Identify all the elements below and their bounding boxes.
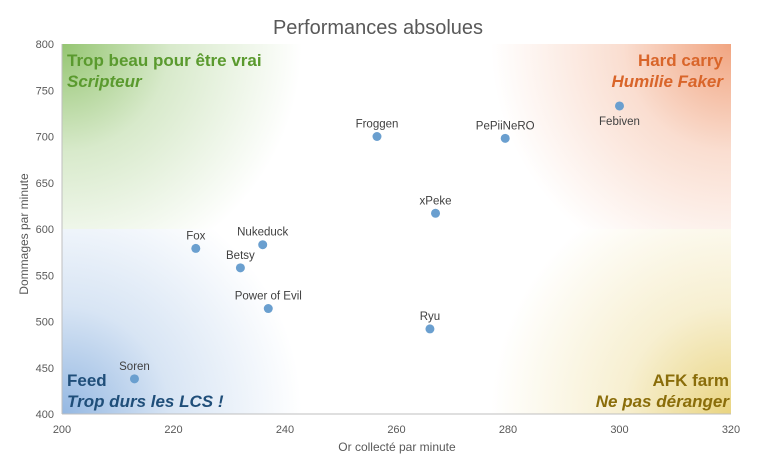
data-label: Soren	[119, 361, 150, 373]
data-point	[372, 132, 382, 141]
x-axis-title: Or collecté par minute	[338, 440, 456, 454]
y-axis-title: Dommages par minute	[17, 173, 31, 295]
data-label: Ryu	[420, 311, 440, 323]
y-tick-label: 450	[36, 363, 54, 375]
quadrant-backgrounds	[62, 44, 731, 414]
data-point	[615, 101, 624, 111]
x-tick-label: 300	[610, 424, 628, 436]
quadrant-title-bottom-left: Feed	[67, 371, 107, 390]
data-point	[235, 263, 245, 273]
quadrant-labels: Trop beau pour être vrai Scripteur Hard ca…	[67, 51, 730, 411]
data-point	[191, 243, 201, 253]
data-points: Froggen PePiiNeRO Febiven xPeke Fox Nukeduck B…	[119, 101, 640, 384]
x-tick-label: 260	[387, 424, 405, 436]
data-label: xPeke	[420, 195, 452, 207]
data-point	[129, 374, 139, 384]
quadrant-title-top-right: Hard carry	[638, 51, 724, 70]
data-label: Fox	[186, 230, 205, 242]
data-label: Froggen	[356, 119, 399, 131]
data-label: PePiiNeRO	[476, 120, 535, 132]
y-tick-label: 600	[36, 224, 54, 236]
quadrant-subtitle-top-left: Scripteur	[67, 72, 143, 91]
data-point	[500, 133, 510, 143]
data-point	[431, 208, 441, 218]
quadrant-glow-top-right	[396, 44, 731, 229]
data-point	[263, 304, 273, 314]
y-tick-label: 750	[36, 85, 54, 97]
y-tick-label: 700	[36, 132, 54, 144]
x-tick-label: 320	[722, 424, 740, 436]
data-label: Power of Evil	[235, 291, 302, 303]
x-tick-label: 240	[276, 424, 294, 436]
y-tick-label: 500	[36, 317, 54, 329]
quadrant-title-bottom-right: AFK farm	[652, 371, 729, 390]
quadrant-title-top-left: Trop beau pour être vrai	[67, 51, 262, 70]
quadrant-glow-top-left	[62, 44, 397, 229]
y-tick-label: 650	[36, 178, 54, 190]
quadrant-glow-bottom-left	[62, 229, 397, 414]
y-tick-label: 800	[36, 39, 54, 51]
quadrant-glow-bottom-right	[396, 229, 731, 414]
chart-title: Performances absolues	[273, 17, 483, 39]
data-label: Betsy	[226, 250, 255, 262]
x-tick-label: 280	[499, 424, 517, 436]
data-point	[425, 324, 435, 334]
axes: 200 220 240 260 280 300 320 400 450 500 550 600 650 7…	[36, 39, 741, 436]
y-tick-label: 400	[36, 409, 54, 421]
quadrant-subtitle-bottom-left: Trop durs les LCS !	[67, 392, 224, 411]
y-tick-label: 550	[36, 270, 54, 282]
quadrant-subtitle-top-right: Humilie Faker	[612, 72, 725, 91]
quadrant-subtitle-bottom-right: Ne pas déranger	[596, 392, 731, 411]
data-point	[258, 240, 268, 250]
x-tick-label: 220	[164, 424, 182, 436]
data-label: Nukeduck	[237, 227, 288, 239]
x-tick-label: 200	[53, 424, 71, 436]
data-label: Febiven	[599, 116, 640, 128]
